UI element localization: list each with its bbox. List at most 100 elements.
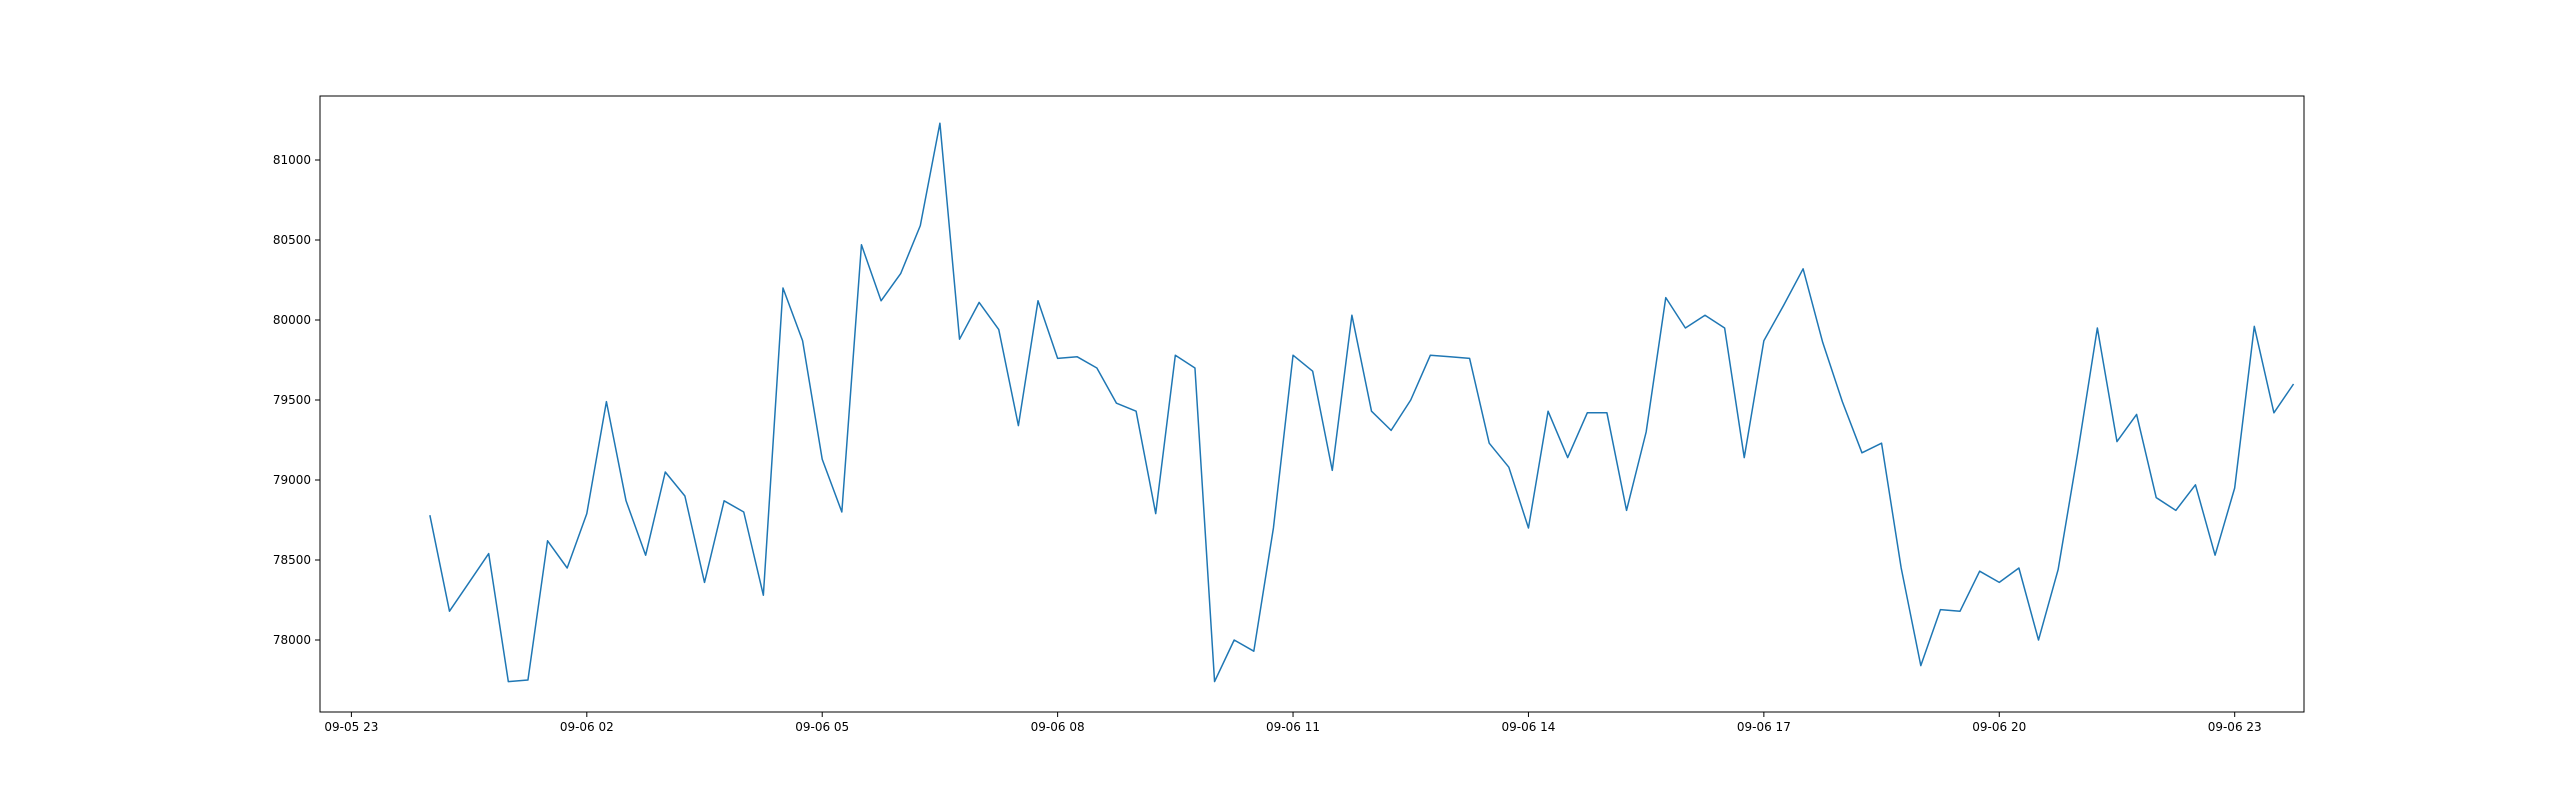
x-tick-label: 09-06 08 bbox=[1031, 720, 1085, 734]
data-point bbox=[2097, 327, 2099, 329]
data-point bbox=[645, 554, 647, 556]
data-point bbox=[1076, 356, 1078, 358]
data-point bbox=[664, 471, 666, 473]
data-point bbox=[1822, 342, 1824, 344]
y-tick-label: 79500 bbox=[273, 393, 311, 407]
data-point bbox=[1763, 340, 1765, 342]
data-point bbox=[1940, 609, 1942, 611]
data-point bbox=[1233, 639, 1235, 641]
data-point bbox=[1920, 665, 1922, 667]
y-tick-label: 81000 bbox=[273, 153, 311, 167]
data-point bbox=[606, 401, 608, 403]
data-point bbox=[2195, 484, 2197, 486]
data-point bbox=[861, 244, 863, 246]
plot-area bbox=[429, 122, 2295, 683]
data-point bbox=[2038, 639, 2040, 641]
data-point bbox=[2155, 497, 2157, 499]
data-point bbox=[782, 287, 784, 289]
data-point bbox=[1469, 358, 1471, 360]
data-point bbox=[1194, 367, 1196, 369]
y-tick-label: 79000 bbox=[273, 473, 311, 487]
data-point bbox=[1861, 452, 1863, 454]
axes-frame bbox=[319, 95, 2305, 713]
data-point bbox=[2057, 569, 2059, 571]
data-point bbox=[723, 500, 725, 502]
data-point bbox=[1685, 327, 1687, 329]
data-point bbox=[566, 567, 568, 569]
data-point bbox=[1351, 314, 1353, 316]
data-point bbox=[1037, 300, 1039, 302]
data-point bbox=[1783, 305, 1785, 307]
data-point bbox=[468, 582, 470, 584]
series-line bbox=[429, 122, 2295, 683]
data-point bbox=[1430, 354, 1432, 356]
x-axis: 09-05 23 09-06 02 09-06 05 09-06 08 09-06 11… bbox=[324, 712, 2262, 734]
y-tick-label: 78500 bbox=[273, 553, 311, 567]
data-point bbox=[547, 540, 549, 542]
data-point bbox=[1979, 570, 1981, 572]
data-point bbox=[998, 329, 1000, 331]
data-point bbox=[920, 225, 922, 227]
y-tick-label: 78000 bbox=[273, 633, 311, 647]
data-point bbox=[1096, 367, 1098, 369]
data-point bbox=[1175, 354, 1177, 356]
data-point bbox=[2234, 487, 2236, 489]
y-tick-label: 80500 bbox=[273, 233, 311, 247]
data-point bbox=[1449, 356, 1451, 358]
data-point bbox=[586, 513, 588, 515]
y-tick-label: 80000 bbox=[273, 313, 311, 327]
data-point bbox=[1135, 410, 1137, 412]
data-point bbox=[939, 122, 941, 124]
data-point bbox=[1155, 513, 1157, 515]
data-point bbox=[1292, 354, 1294, 356]
data-point bbox=[704, 582, 706, 584]
data-point bbox=[1528, 527, 1530, 529]
data-point bbox=[625, 500, 627, 502]
data-point bbox=[1057, 358, 1059, 360]
data-point bbox=[1567, 457, 1569, 459]
data-point bbox=[2175, 510, 2177, 512]
y-axis: 78000 78500 79000 79500 80000 80500 81000 bbox=[273, 153, 320, 647]
data-point bbox=[1018, 425, 1020, 427]
data-point bbox=[449, 610, 451, 612]
data-point bbox=[1959, 610, 1961, 612]
data-point bbox=[1802, 268, 1804, 270]
data-point bbox=[2273, 412, 2275, 414]
data-point bbox=[2214, 554, 2216, 556]
data-point bbox=[1410, 399, 1412, 401]
data-point bbox=[1626, 510, 1628, 512]
data-point bbox=[527, 679, 529, 681]
data-point bbox=[763, 594, 765, 596]
x-tick-label: 09-05 23 bbox=[324, 720, 378, 734]
data-point bbox=[2018, 567, 2020, 569]
data-point bbox=[1390, 430, 1392, 432]
data-point bbox=[1665, 297, 1667, 299]
x-tick-label: 09-06 02 bbox=[560, 720, 614, 734]
data-point bbox=[2116, 441, 2118, 443]
data-point bbox=[959, 338, 961, 340]
data-point bbox=[978, 302, 980, 304]
data-point bbox=[1587, 412, 1589, 414]
data-point bbox=[802, 340, 804, 342]
data-point bbox=[508, 681, 510, 683]
data-point bbox=[2254, 326, 2256, 328]
x-tick-label: 09-06 11 bbox=[1266, 720, 1320, 734]
data-point bbox=[1253, 650, 1255, 652]
x-tick-label: 09-06 05 bbox=[795, 720, 849, 734]
data-point bbox=[1116, 402, 1118, 404]
data-point bbox=[900, 273, 902, 275]
data-point bbox=[488, 553, 490, 555]
data-point bbox=[429, 514, 431, 516]
data-point bbox=[1724, 327, 1726, 329]
x-tick-label: 09-06 20 bbox=[1972, 720, 2026, 734]
data-point bbox=[1214, 681, 1216, 683]
data-point bbox=[1842, 401, 1844, 403]
data-point bbox=[743, 511, 745, 513]
x-tick-label: 09-06 17 bbox=[1737, 720, 1791, 734]
data-point bbox=[841, 511, 843, 513]
data-point bbox=[2077, 452, 2079, 454]
x-tick-label: 09-06 14 bbox=[1501, 720, 1555, 734]
data-point bbox=[1371, 410, 1373, 412]
